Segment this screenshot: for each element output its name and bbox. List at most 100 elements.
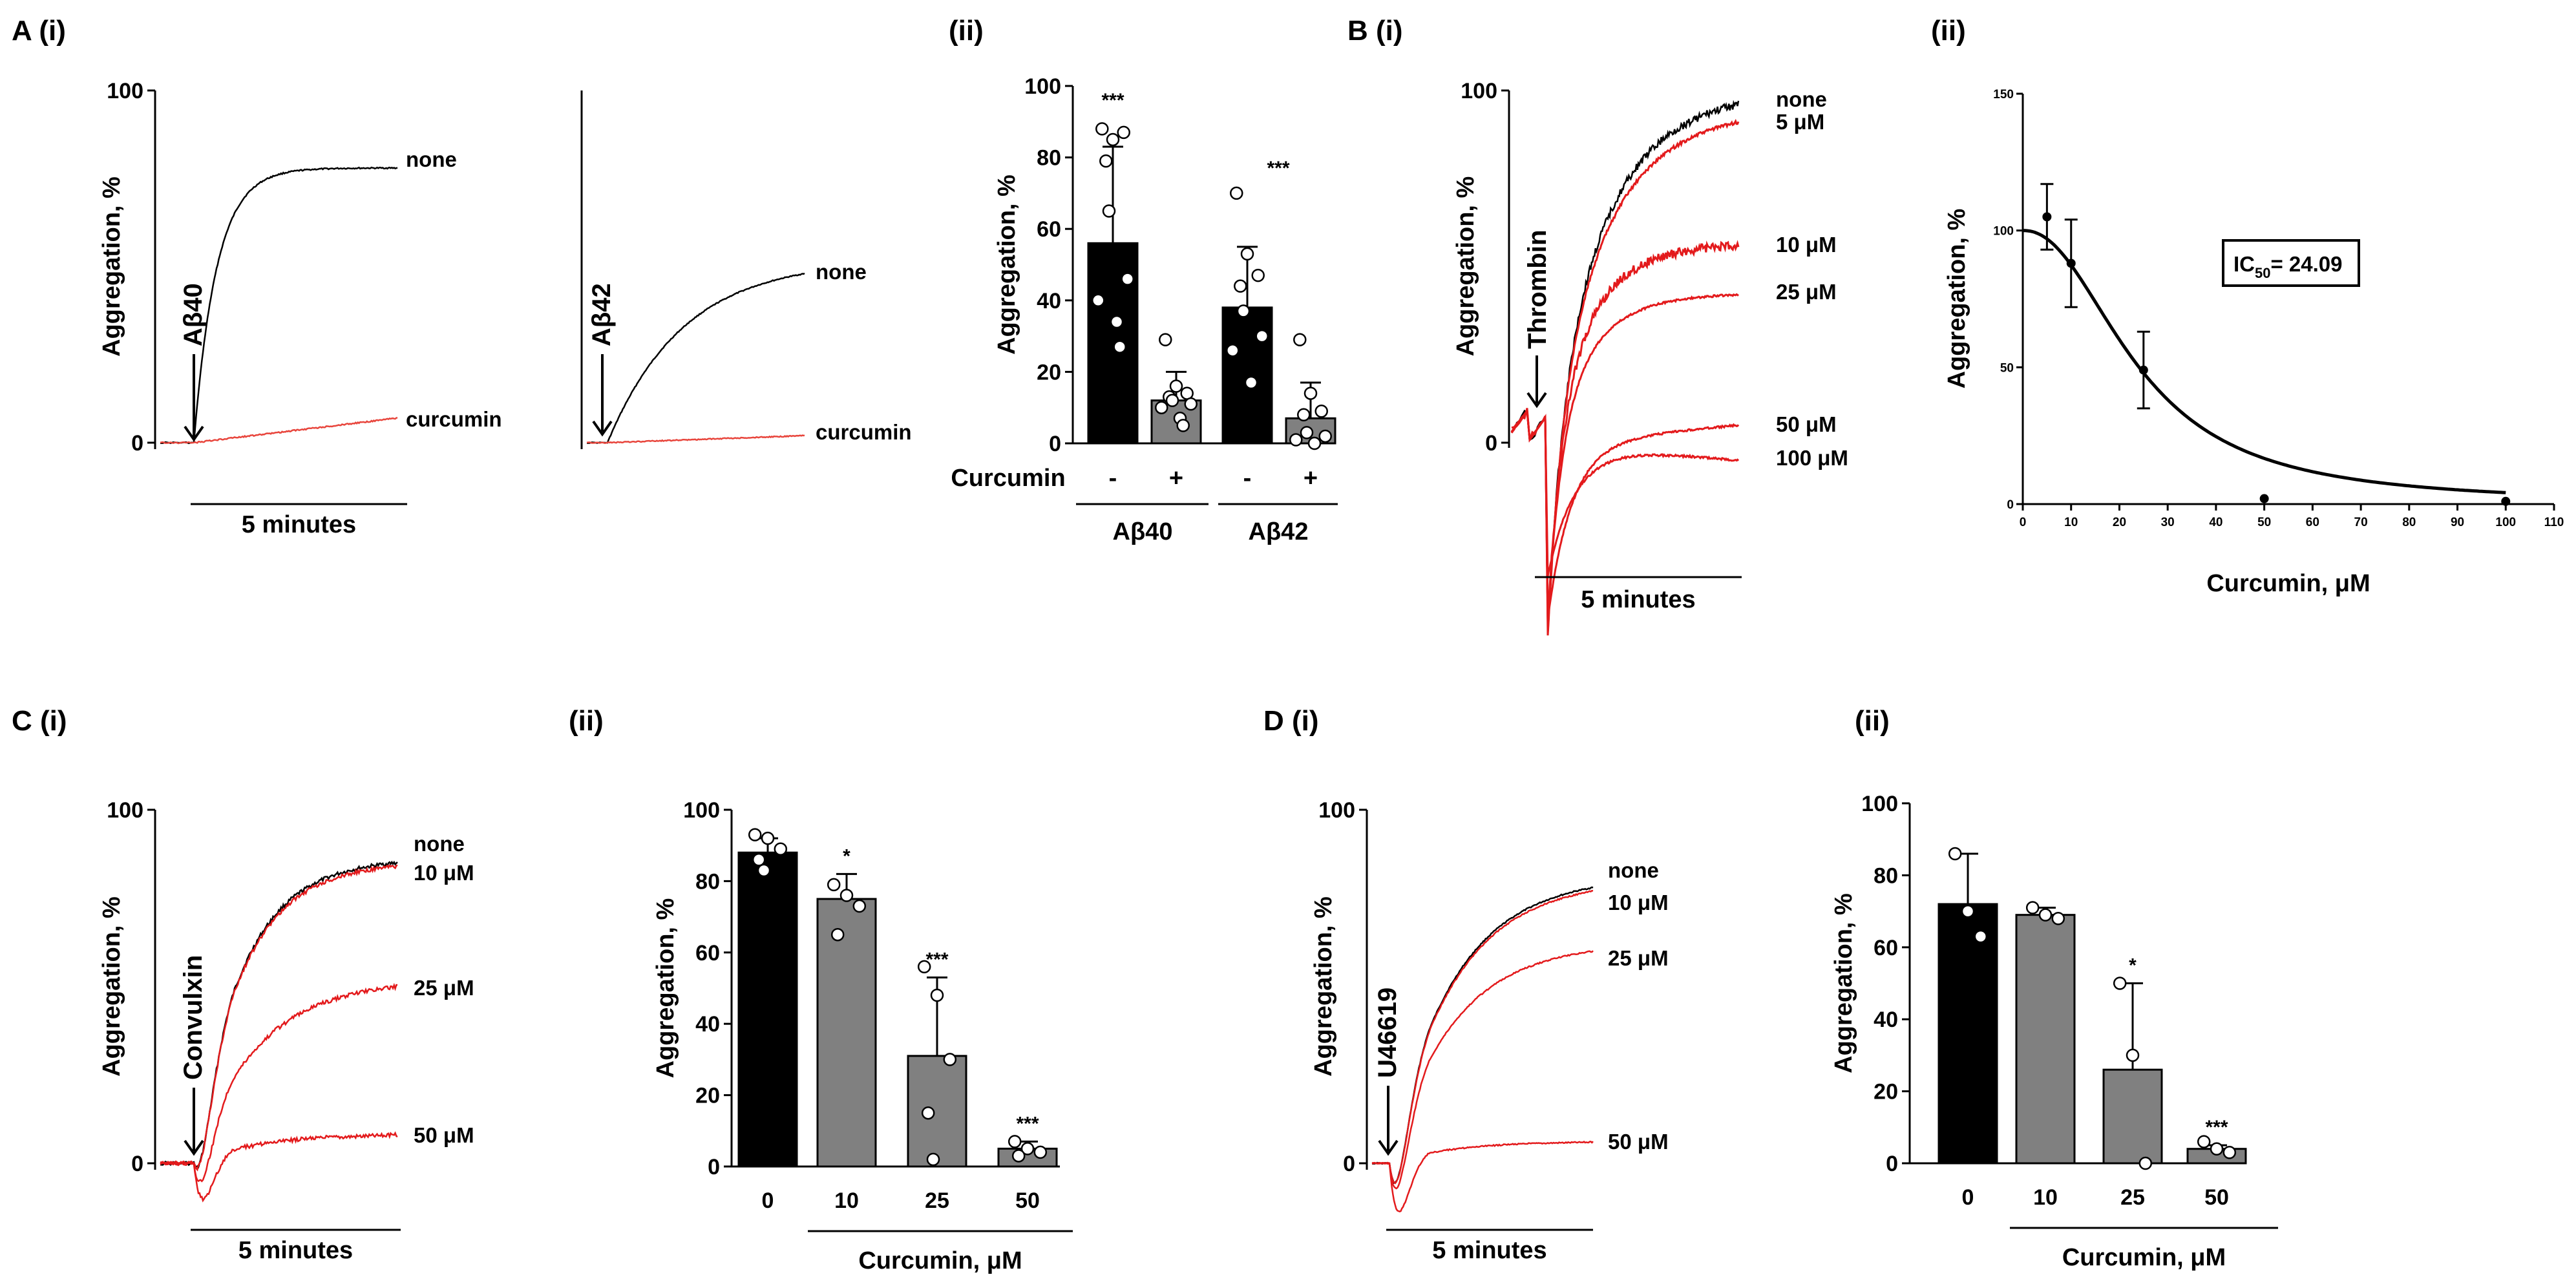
data-point — [839, 889, 854, 902]
y-tick-label: 0 — [131, 1152, 143, 1176]
trace — [1510, 118, 1740, 636]
trace-label: none — [1776, 87, 1827, 111]
panel-label: D (i) — [1263, 705, 1319, 737]
data-point — [830, 927, 845, 942]
trace-50-m — [160, 1131, 398, 1203]
arrow-head — [592, 420, 613, 437]
data-point — [1176, 419, 1190, 432]
y-axis-title: Aggregation, % — [1452, 176, 1479, 357]
trace-label: none — [816, 260, 867, 284]
x-tick-label: 50 — [2257, 516, 2271, 529]
y-tick-label: 0 — [131, 431, 143, 456]
trace — [1510, 293, 1739, 620]
panel-sub: (i) — [1376, 15, 1403, 47]
trace-none — [587, 272, 805, 444]
data-point — [1948, 847, 1962, 861]
panel-label: A (i) — [12, 15, 66, 47]
trace-label: 10 μM — [414, 861, 474, 885]
data-point — [1236, 304, 1251, 318]
ic50-value: = 24.09 — [2270, 252, 2342, 276]
x-tick-label: 90 — [2451, 516, 2464, 529]
data-point — [2138, 1156, 2153, 1170]
data-point — [1226, 343, 1240, 357]
significance-label: *** — [925, 949, 948, 970]
ic50-subscript: 50 — [2255, 265, 2270, 281]
y-tick-label: 20 — [1037, 360, 1061, 385]
x-tick-label: 40 — [2209, 516, 2222, 529]
data-point — [748, 828, 762, 841]
x-tick-label: 80 — [2402, 516, 2416, 529]
data-point — [1297, 408, 1311, 422]
data-point — [1240, 247, 1254, 261]
treatment-sign: + — [1169, 465, 1183, 492]
data-point — [1169, 379, 1183, 393]
y-tick-label: 60 — [695, 941, 720, 966]
x-tick-label: 10 — [2033, 1185, 2058, 1210]
y-tick-label: 100 — [683, 798, 720, 823]
panel-label: (ii) — [1931, 15, 1966, 47]
panel-sub: (i) — [1292, 705, 1319, 737]
y-tick-label: 40 — [1037, 289, 1061, 313]
ic50-text: IC — [2233, 252, 2255, 276]
trace-label: 5 μM — [1776, 110, 1824, 134]
data-point — [1974, 929, 1988, 944]
data-point — [1300, 426, 1314, 439]
data-point — [1165, 394, 1179, 407]
panel-label: (ii) — [949, 15, 984, 47]
treatment-sign: - — [1109, 465, 1117, 492]
panel-label: (ii) — [569, 705, 604, 737]
y-tick-label: 100 — [1861, 792, 1898, 816]
data-point — [852, 899, 867, 913]
significance-label: * — [2129, 955, 2137, 977]
data-point — [1318, 429, 1332, 443]
data-point — [1314, 404, 1328, 418]
data-point — [1121, 272, 1134, 286]
x-tick-label: 25 — [2120, 1185, 2145, 1210]
x-tick-label: 50 — [2204, 1185, 2229, 1210]
data-point — [1244, 375, 1258, 390]
data-point — [1011, 1149, 1026, 1163]
data-point — [1106, 132, 1120, 147]
data-point — [1289, 433, 1303, 447]
y-tick-label: 60 — [1874, 936, 1898, 960]
data-point — [774, 842, 788, 856]
group-label: Aβ40 — [1113, 518, 1173, 545]
data-point — [1307, 436, 1322, 450]
data-point — [943, 1053, 957, 1066]
data-point — [1184, 397, 1198, 411]
data-point — [2042, 212, 2052, 222]
bar — [2015, 914, 2076, 1165]
data-point — [1020, 1142, 1035, 1156]
significance-label: *** — [1016, 1113, 1039, 1134]
y-axis-title: Aggregation, % — [1310, 896, 1337, 1077]
data-point — [1110, 315, 1124, 329]
panel-label: C (i) — [12, 705, 67, 737]
x-tick-label: 0 — [1962, 1185, 1974, 1210]
trace-curcumin — [586, 434, 805, 444]
fit-curve — [2022, 229, 2506, 494]
data-point — [2210, 1142, 2224, 1156]
addition-arrow-icon — [592, 354, 613, 437]
data-point — [1159, 333, 1172, 346]
y-tick-label: 60 — [1037, 217, 1061, 242]
y-tick-label: 100 — [107, 79, 143, 103]
bar — [2102, 1068, 2163, 1165]
y-tick-label: 0 — [2007, 498, 2014, 512]
data-point — [1099, 154, 1113, 168]
panel-label: (ii) — [1855, 705, 1890, 737]
y-tick-label: 0 — [1049, 432, 1061, 456]
panel-letter: D — [1263, 705, 1284, 737]
data-point — [921, 1106, 935, 1120]
y-axis-title: Aggregation, % — [993, 174, 1020, 355]
y-axis-title: Aggregation, % — [1943, 209, 1970, 389]
trace-label: 10 μM — [1776, 233, 1837, 257]
panel-sub: (ii) — [569, 705, 604, 737]
trace-25-m — [160, 982, 398, 1183]
data-point — [926, 1152, 940, 1167]
trace-label: curcumin — [816, 420, 912, 444]
x-tick-label: 0 — [762, 1188, 774, 1213]
trace-label: 25 μM — [1776, 280, 1837, 304]
panel-letter: A — [12, 15, 32, 47]
panel-sub: (ii) — [1931, 15, 1966, 47]
agonist-label: Thrombin — [1523, 230, 1552, 349]
